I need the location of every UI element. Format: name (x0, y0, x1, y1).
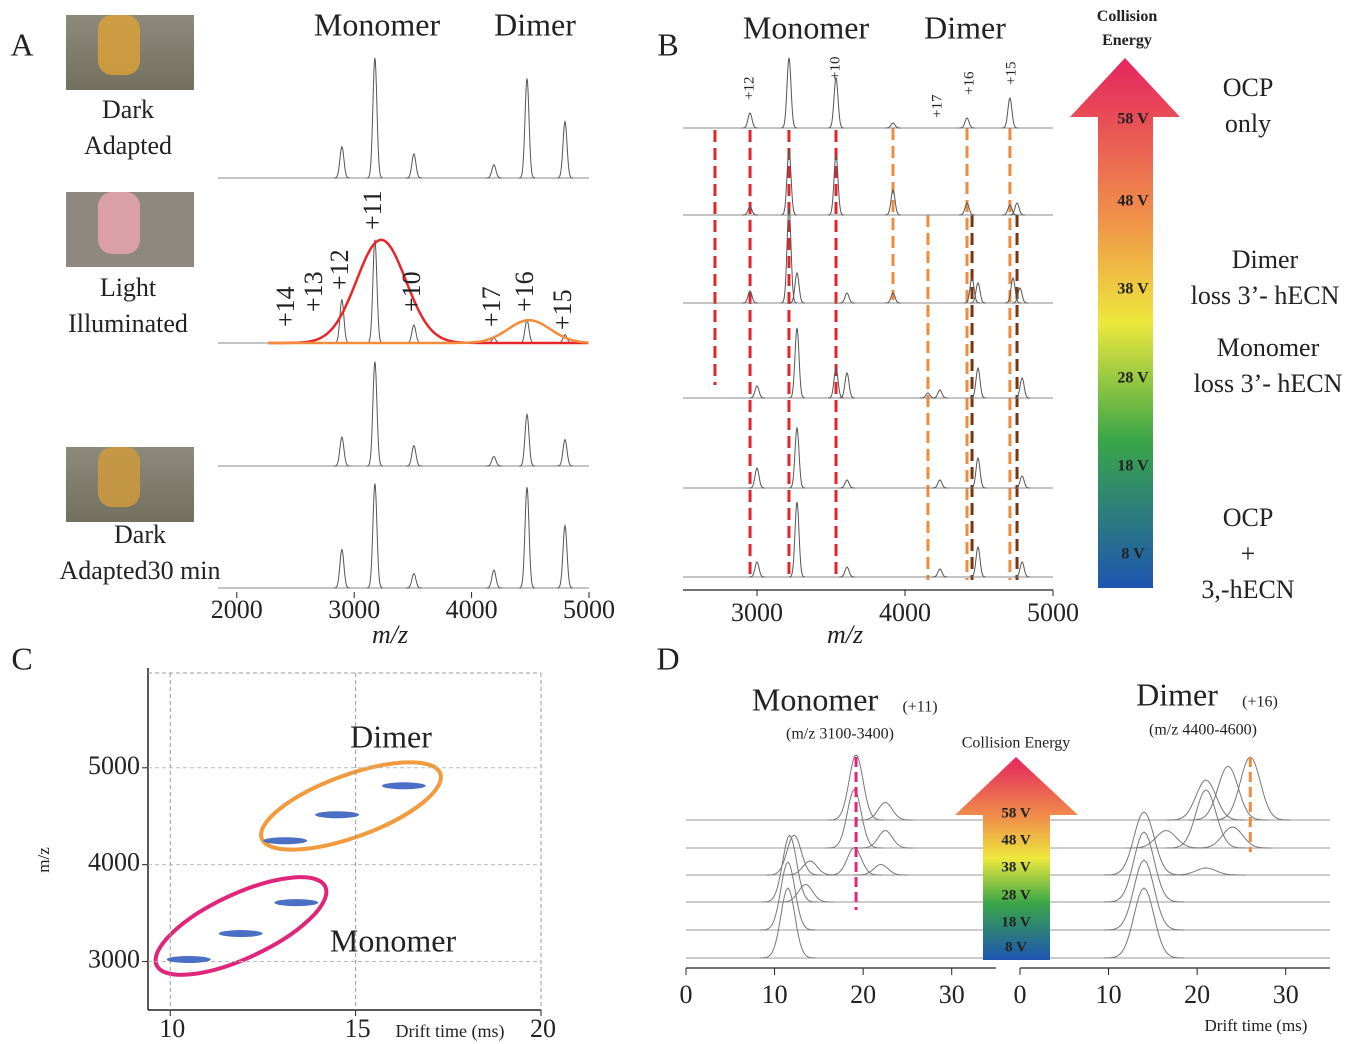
photo (66, 192, 194, 267)
y-tick-label: 4000 (88, 848, 140, 877)
energy-label: 48 V (1117, 193, 1149, 210)
y-tick-label: 5000 (88, 751, 140, 780)
x-tick-label: 30 (1273, 980, 1299, 1009)
point (167, 956, 211, 963)
x-tick-label: 20 (1184, 980, 1210, 1009)
background (0, 0, 1366, 1044)
charge-label: +15 (1003, 62, 1019, 85)
x-tick-label: 20 (530, 1014, 556, 1043)
figure: AMonomerDimer+14+13+12+11+10+17+16+15200… (0, 0, 1366, 1044)
charge-label: +13 (299, 271, 328, 312)
monomer-label: Monomer (330, 922, 457, 958)
x-axis-label: m/z (372, 620, 408, 649)
panel-label: A (10, 26, 33, 62)
y-axis-label: m/z (34, 847, 53, 873)
x-tick-label: 3000 (731, 598, 783, 627)
x-tick-label: 0 (1014, 980, 1027, 1009)
dimer-title: Dimer (494, 6, 576, 42)
x-tick-label: 5000 (1027, 598, 1079, 627)
point (263, 837, 307, 844)
monomer-title: Monomer (752, 681, 879, 717)
x-axis-label: Drift time (ms) (396, 1021, 505, 1042)
charge-label: +14 (271, 286, 300, 327)
panel-label: B (657, 26, 678, 62)
energy-label: 28 V (1117, 370, 1149, 387)
x-tick-label: 5000 (563, 595, 615, 624)
energy-label: 28 V (1001, 887, 1030, 903)
panel-label: C (11, 640, 32, 676)
x-tick-label: 30 (939, 980, 965, 1009)
x-axis-label: Drift time (ms) (1205, 1016, 1308, 1035)
charge-label: +17 (929, 94, 945, 118)
range-label: (m/z 3100-3400) (786, 726, 894, 743)
point (315, 811, 359, 818)
x-tick-label: 10 (1096, 980, 1122, 1009)
charge-label: +12 (325, 249, 354, 290)
charge-label: +12 (741, 77, 757, 100)
charge-label: +10 (827, 57, 843, 80)
photo (66, 15, 194, 90)
x-tick-label: 4000 (446, 595, 498, 624)
point (274, 899, 318, 906)
energy-label: 18 V (1001, 914, 1030, 930)
x-tick-label: 2000 (211, 595, 263, 624)
x-tick-label: 10 (159, 1014, 185, 1043)
dimer-title: Dimer (1136, 676, 1218, 712)
energy-label: 8 V (1005, 939, 1027, 955)
charge-label: +16 (961, 71, 977, 95)
charge-label: +15 (548, 289, 577, 330)
monomer-title: Monomer (314, 6, 441, 42)
energy-label: 58 V (1117, 111, 1149, 128)
y-tick-label: 3000 (88, 945, 140, 974)
energy-label: 38 V (1117, 281, 1149, 298)
point (219, 930, 263, 937)
x-axis-label: m/z (827, 620, 863, 649)
charge-label: +16 (510, 271, 539, 312)
x-tick-label: 15 (345, 1014, 371, 1043)
panel-label: D (656, 640, 679, 676)
dimer-title: Dimer (924, 9, 1006, 45)
photo (66, 447, 194, 522)
charge-label: +10 (397, 271, 426, 312)
x-tick-label: 10 (762, 980, 788, 1009)
energy-label: 48 V (1001, 832, 1030, 848)
x-tick-label: 20 (850, 980, 876, 1009)
charge-label: +17 (477, 286, 506, 327)
charge-label: +11 (358, 190, 387, 230)
x-tick-label: 0 (680, 980, 693, 1009)
energy-label: 38 V (1001, 859, 1030, 875)
energy-label: 18 V (1117, 458, 1149, 475)
energy-label: 8 V (1121, 546, 1145, 563)
point (382, 782, 426, 789)
dimer-label: Dimer (350, 718, 432, 754)
energy-title: Collision Energy (962, 735, 1071, 752)
range-label: (m/z 4400-4600) (1149, 722, 1257, 739)
charge-label: (+16) (1242, 694, 1278, 711)
x-tick-label: 4000 (879, 598, 931, 627)
energy-label: 58 V (1001, 805, 1030, 821)
charge-label: (+11) (902, 699, 937, 716)
monomer-title: Monomer (743, 9, 870, 45)
